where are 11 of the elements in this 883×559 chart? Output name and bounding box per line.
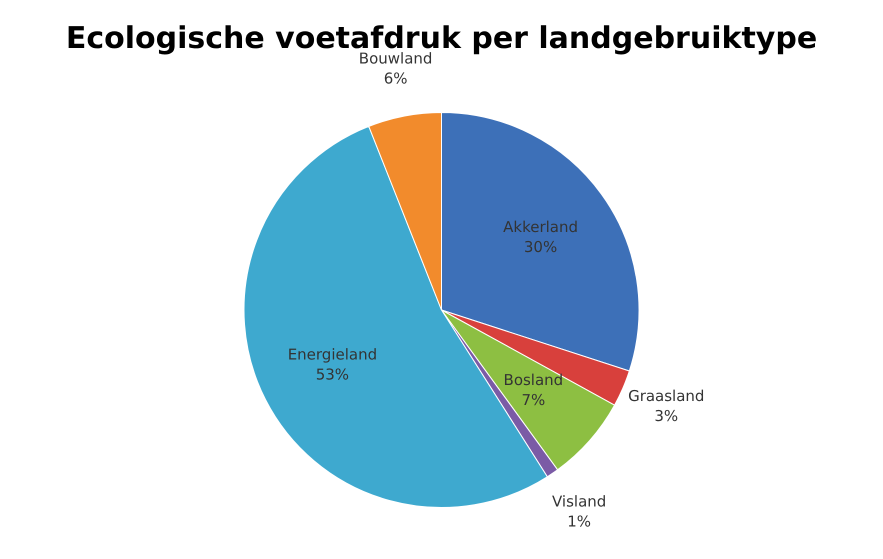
slice-label: Graasland xyxy=(628,387,704,406)
data-label: 7% xyxy=(521,390,546,409)
slice-label: Bosland xyxy=(504,370,564,389)
slice-label: Energieland xyxy=(288,345,378,364)
data-label: 1% xyxy=(567,512,592,530)
data-label: 53% xyxy=(316,365,350,384)
slice-label: Akkerland xyxy=(503,218,578,236)
data-label: 30% xyxy=(524,238,558,256)
data-label: 6% xyxy=(384,69,408,88)
slice-label: Visland xyxy=(552,492,606,510)
data-label: 3% xyxy=(654,407,678,426)
